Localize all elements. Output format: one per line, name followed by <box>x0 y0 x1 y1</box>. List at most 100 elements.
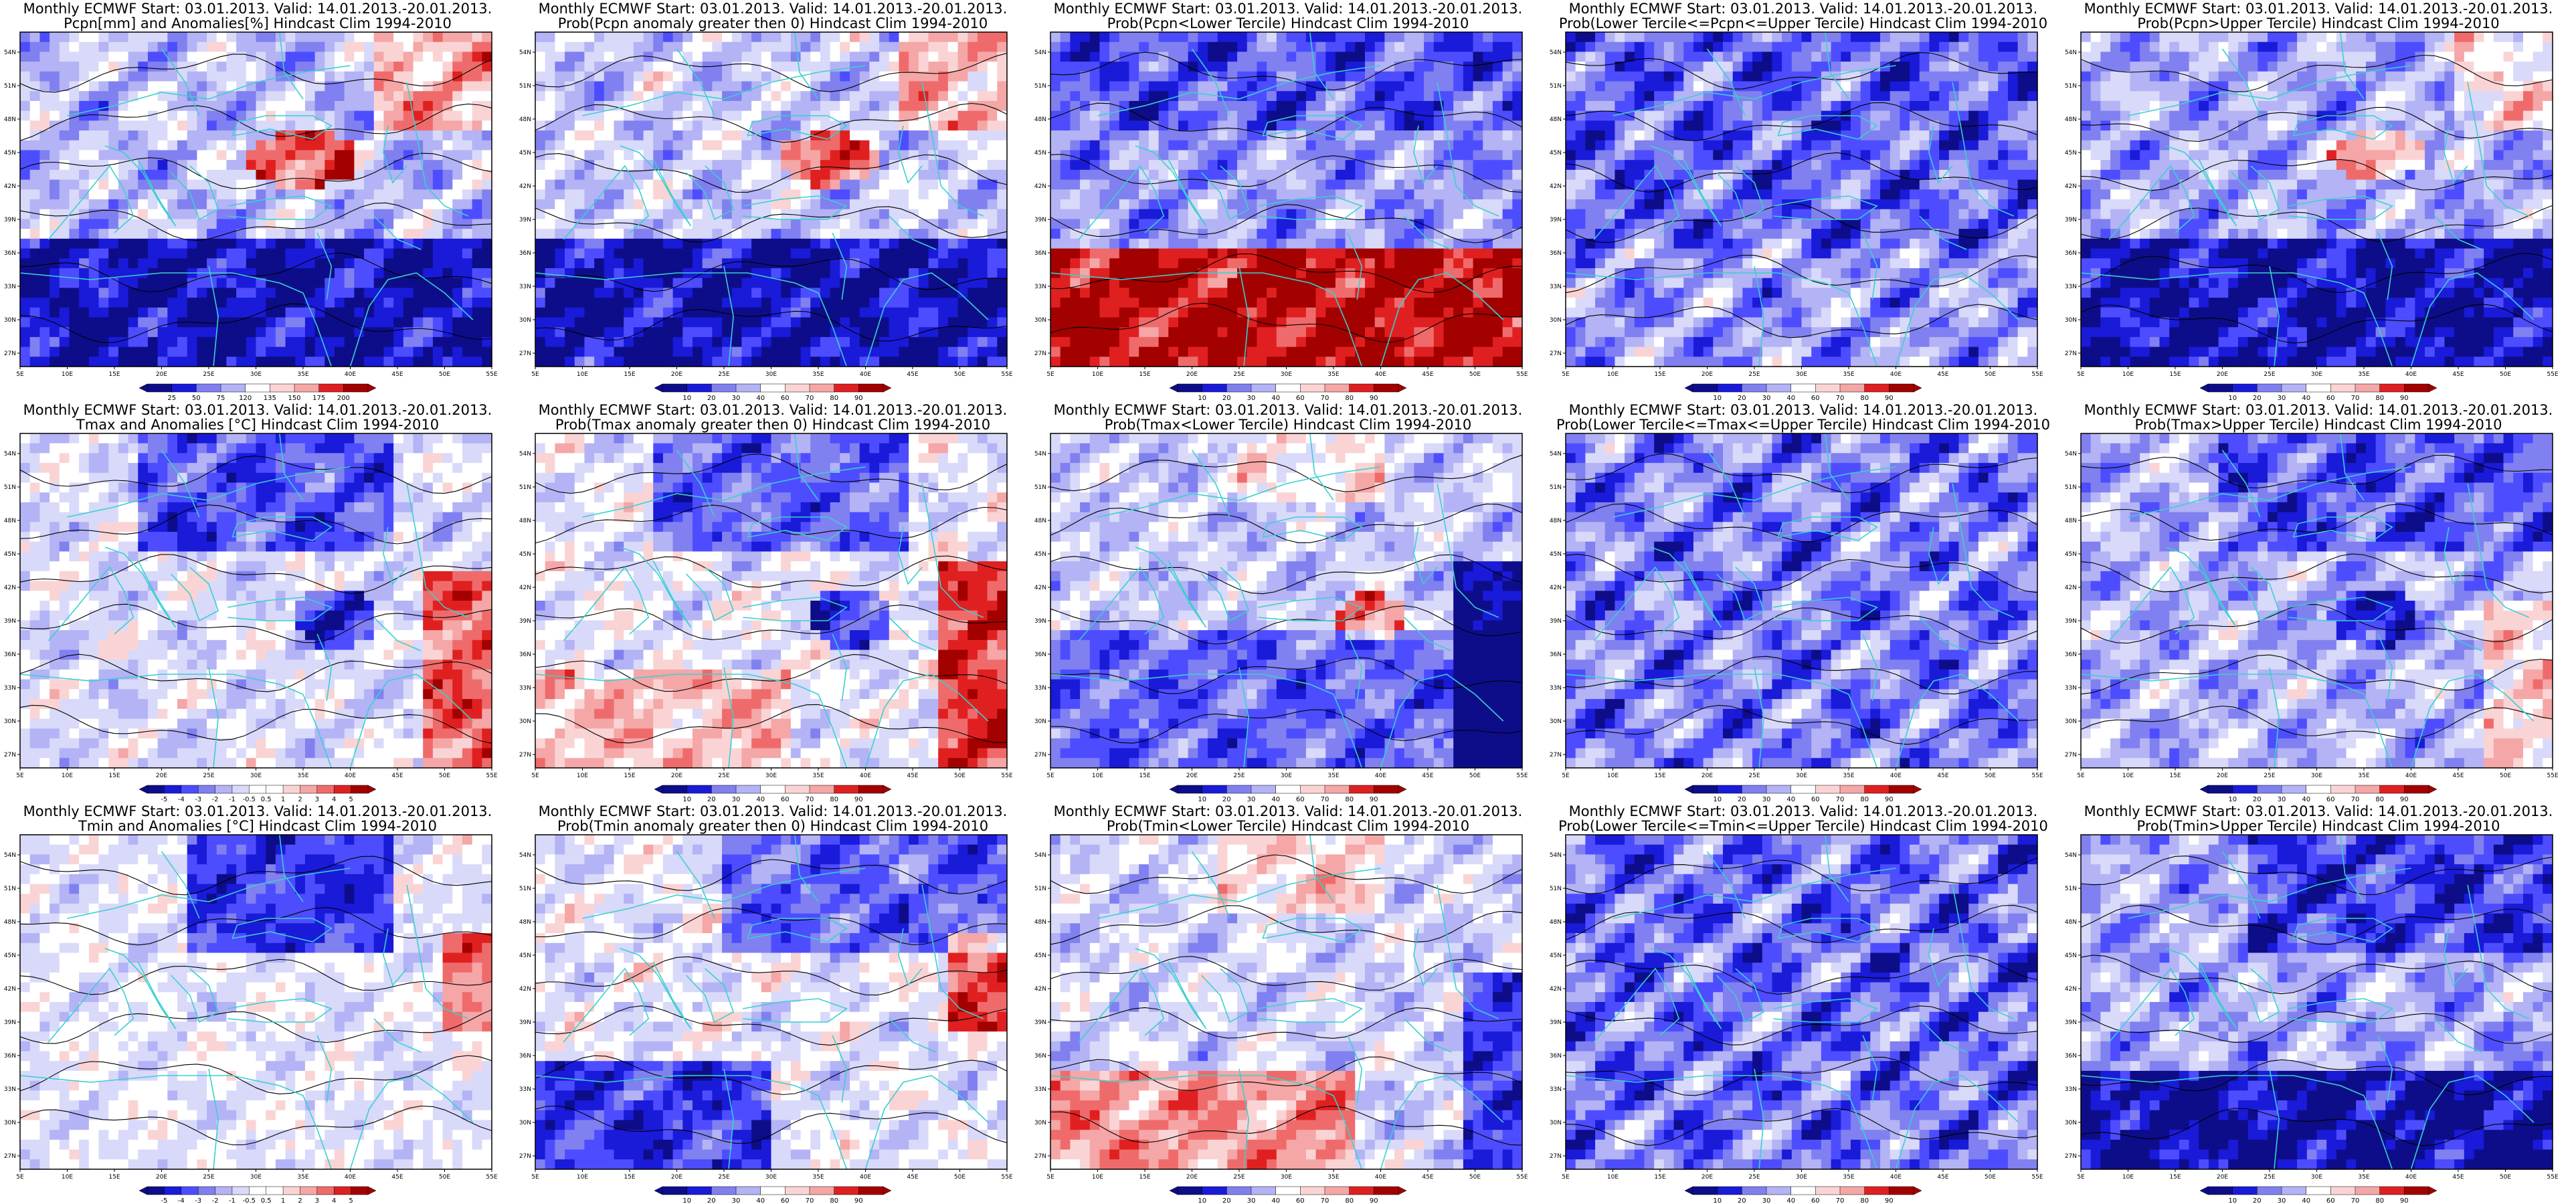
x-tick-label: 55E <box>2547 371 2558 378</box>
y-tick-label: 30N <box>1550 718 1562 725</box>
coastlines <box>2080 31 2535 367</box>
x-tick-label: 20E <box>671 773 682 779</box>
x-tick-label: 45E <box>907 1174 918 1181</box>
y-tick-label: 51N <box>519 484 531 491</box>
x-tick-label: 35E <box>1843 773 1854 779</box>
x-tick-label: 35E <box>2358 773 2369 779</box>
map-svg: 5E 10E 15E 20E 25E 30E 35E 40E 45E 50E 55E27N30N33… <box>4 433 498 803</box>
colorbar-label: 10 <box>1198 1197 1206 1204</box>
y-tick-label: 39N <box>519 618 531 625</box>
colorbar-swatch <box>1300 383 1325 393</box>
colorbar-swatch <box>197 1186 216 1195</box>
x-tick-label: 10E <box>62 371 73 378</box>
x-tick-label: 50E <box>1985 1174 1996 1181</box>
y-tick-label: 48N <box>2065 518 2077 524</box>
x-tick-label: 20E <box>671 371 682 378</box>
colorbar-label: -1 <box>229 796 236 803</box>
x-tick-label: 10E <box>577 773 588 779</box>
y-tick-label: 36N <box>1550 1053 1562 1060</box>
x-tick-label: 5E <box>1562 1174 1570 1181</box>
y-tick-label: 42N <box>1034 585 1046 591</box>
y-tick-label: 39N <box>1550 1019 1562 1026</box>
contour-lines <box>1565 858 2038 1146</box>
x-tick-label: 50E <box>1469 1174 1481 1181</box>
x-tick-label: 30E <box>250 773 262 779</box>
colorbar-swatch <box>266 1186 284 1195</box>
y-tick-label: 36N <box>1034 250 1046 257</box>
colorbar-swatch <box>2404 383 2429 393</box>
colorbar-label: 80 <box>1860 1197 1869 1204</box>
y-tick-label: 36N <box>2065 250 2077 257</box>
colorbar-swatch <box>1177 1186 1203 1195</box>
y-tick-label: 33N <box>4 1086 16 1093</box>
y-tick-label: 42N <box>1550 183 1562 190</box>
shaded-field <box>20 32 492 367</box>
y-tick-label: 45N <box>519 150 531 157</box>
colorbar-swatch <box>1815 383 1841 393</box>
x-tick-label: 5E <box>2077 371 2085 378</box>
colorbar-label: 3 <box>315 1197 319 1204</box>
colorbar-label: -0.5 <box>243 796 256 803</box>
map-panel-pcpn-anom: Monthly ECMWF Start: 03.01.2013. Valid: … <box>0 0 515 403</box>
y-tick-label: 54N <box>1550 49 1562 56</box>
x-tick-label: 30E <box>2311 1174 2322 1181</box>
y-tick-label: 42N <box>4 986 16 993</box>
x-tick-label: 15E <box>2169 371 2181 378</box>
colorbar-label: 60 <box>1811 796 1820 803</box>
colorbar-swatch <box>1717 1186 1742 1195</box>
colorbar-label: 80 <box>1345 796 1354 803</box>
colorbar-label: 60 <box>2326 796 2335 803</box>
colorbar-swatch <box>1275 383 1301 393</box>
colorbar-label: 70 <box>1321 395 1329 402</box>
y-tick-label: 42N <box>1034 986 1046 993</box>
colorbar-swatch <box>1374 383 1399 393</box>
x-tick-label: 10E <box>577 371 588 378</box>
coastlines <box>535 433 989 769</box>
x-tick-label: 35E <box>2358 371 2369 378</box>
colorbar-swatch <box>711 1186 737 1195</box>
x-tick-label: 55E <box>2031 1174 2043 1181</box>
y-tick-label: 36N <box>2065 1053 2077 1060</box>
y-tick-label: 48N <box>2065 116 2077 123</box>
x-tick-label: 40E <box>345 371 356 378</box>
x-tick-label: 30E <box>1281 1174 1292 1181</box>
colorbar-label: 150 <box>288 395 300 402</box>
panel-title-line1: Monthly ECMWF Start: 03.01.2013. Valid: … <box>1030 804 1546 819</box>
y-tick-label: 39N <box>4 1019 16 1026</box>
y-tick-label: 27N <box>2065 752 2077 759</box>
colorbar-label: 175 <box>312 395 325 402</box>
colorbar-swatch <box>2281 383 2307 393</box>
y-tick-label: 30N <box>1034 718 1046 725</box>
colorbar-swatch <box>215 1186 233 1195</box>
colorbar-label: 80 <box>1860 395 1869 402</box>
x-tick-label: 30E <box>250 1174 262 1181</box>
coastlines <box>1565 433 2019 769</box>
y-tick-label: 39N <box>2065 618 2077 625</box>
colorbar-label: 40 <box>1271 796 1280 803</box>
x-tick-label: 15E <box>624 371 635 378</box>
contour-lines <box>2080 54 2553 344</box>
colorbar-swatch <box>1374 785 1399 794</box>
colorbar-label: 10 <box>682 1197 691 1204</box>
x-tick-label: 10E <box>1607 773 1619 779</box>
x-tick-label: 45E <box>1422 371 1433 378</box>
colorbar-label: 40 <box>2302 395 2310 402</box>
x-tick-label: 30E <box>250 371 262 378</box>
colorbar-swatch <box>1889 1186 1914 1195</box>
panel-title-line2: Prob(Pcpn anomaly greater then 0) Hindca… <box>515 16 1030 31</box>
colorbar-label: 90 <box>854 395 863 402</box>
colorbar-label: -3 <box>195 1197 201 1204</box>
y-tick-label: 48N <box>4 919 16 926</box>
colorbar-label: 50 <box>192 395 201 402</box>
y-tick-label: 51N <box>2065 484 2077 491</box>
colorbar-swatch <box>300 785 318 794</box>
colorbar-label: 60 <box>1296 395 1305 402</box>
x-tick-label: 45E <box>2452 1174 2464 1181</box>
colorbar-swatch <box>1202 785 1227 794</box>
colorbar: 10 20 30 40 60 70 80 90 <box>1169 383 1407 402</box>
x-tick-label: 10E <box>62 1174 73 1181</box>
x-tick-label: 20E <box>2217 773 2228 779</box>
y-tick-label: 33N <box>519 284 531 290</box>
colorbar-label: 60 <box>781 1197 790 1204</box>
x-tick-label: 25E <box>203 1174 214 1181</box>
